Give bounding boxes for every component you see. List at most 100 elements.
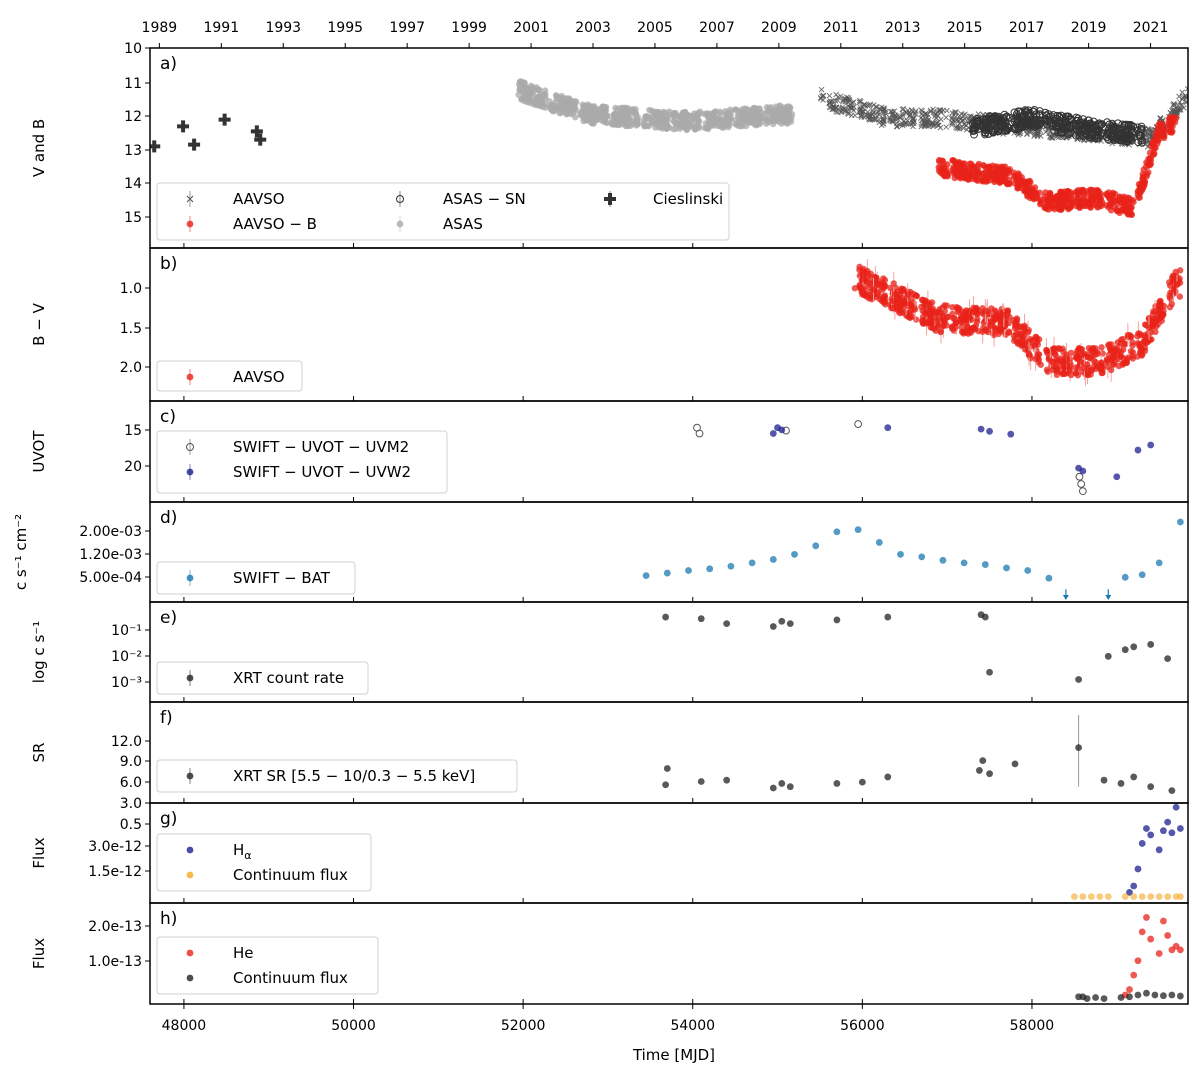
data-point [844, 96, 850, 103]
data-point [1098, 201, 1106, 208]
data-point [567, 102, 574, 110]
panel-c-legend: SWIFT − UVOT − UVM2 SWIFT − UVOT − UVW2 [156, 430, 448, 494]
data-point [1137, 181, 1144, 189]
data-point [622, 122, 630, 130]
data-point [1168, 300, 1175, 308]
data-point [966, 169, 973, 176]
data-point [1176, 992, 1184, 1000]
year-tick-label: 2009 [761, 20, 797, 36]
data-point [706, 117, 714, 125]
data-point [980, 126, 989, 134]
data-point [1134, 332, 1141, 340]
y-tick-label: 11 [124, 76, 142, 92]
data-point [1096, 893, 1104, 901]
data-point [723, 776, 731, 784]
y-tick-label: 1.5 [120, 321, 142, 337]
year-tick-label: 2003 [575, 20, 611, 36]
data-point [887, 284, 894, 292]
data-point [1096, 195, 1104, 202]
data-point [870, 286, 877, 293]
data-point [537, 95, 545, 103]
data-point [521, 79, 528, 87]
data-point [1168, 991, 1176, 999]
data-point [1103, 118, 1111, 127]
data-point [854, 526, 862, 534]
data-point [1017, 116, 1026, 125]
data-point [884, 424, 892, 432]
data-point [626, 118, 633, 126]
year-tick-label: 2005 [637, 20, 673, 36]
data-point [589, 120, 596, 127]
data-point [529, 84, 536, 91]
data-point [1126, 986, 1133, 993]
panel-f-legend: XRT SR [5.5 − 10/0.3 − 5.5 keV] [156, 759, 518, 793]
data-point [910, 115, 916, 121]
data-point [1070, 893, 1078, 901]
data-point [1075, 122, 1084, 131]
data-point [940, 317, 947, 324]
data-point [516, 79, 524, 87]
data-point [980, 324, 987, 332]
data-point [942, 165, 950, 173]
data-point [749, 115, 756, 123]
panel-e-data [662, 611, 1172, 683]
data-point [882, 301, 889, 308]
panel-a-data [150, 78, 1188, 219]
data-point [1138, 840, 1146, 847]
data-point [1091, 351, 1099, 359]
data-point [1118, 134, 1126, 143]
data-point [1088, 187, 1095, 194]
data-point [1134, 865, 1142, 873]
data-point [950, 168, 957, 175]
data-point [1105, 120, 1114, 129]
data-point [1122, 202, 1129, 210]
data-point [1147, 641, 1155, 648]
data-point [1074, 194, 1081, 202]
data-point [981, 613, 989, 621]
data-point [662, 116, 670, 124]
panel-b-frame [149, 247, 1189, 402]
data-point [970, 166, 978, 173]
data-point [941, 171, 949, 179]
y-tick-label: 3.0e-12 [88, 839, 142, 855]
data-point [1152, 133, 1159, 140]
year-tick-label: 2019 [1071, 20, 1107, 36]
data-point [973, 308, 980, 315]
data-point [956, 126, 963, 132]
year-tick-label: 1991 [203, 20, 239, 36]
data-point [1048, 134, 1055, 141]
data-point [551, 107, 559, 114]
panel-d-ylabel: c s⁻¹ cm⁻² [12, 514, 30, 590]
data-point [846, 96, 853, 103]
data-point [1128, 129, 1136, 137]
data-point [998, 116, 1007, 125]
data-point [918, 121, 925, 128]
data-point [858, 114, 865, 120]
data-point [1172, 268, 1179, 276]
y-tick-label: 15 [124, 210, 142, 226]
data-point [768, 104, 775, 111]
data-point [934, 323, 942, 330]
data-point [839, 106, 846, 113]
data-point [1147, 783, 1155, 791]
data-point [534, 86, 542, 93]
data-point [1013, 177, 1020, 184]
data-point [993, 127, 1002, 136]
data-point [1134, 340, 1142, 347]
data-point [1011, 325, 1019, 332]
data-point [1121, 646, 1129, 654]
panel-h-ylabel: Flux [30, 938, 48, 969]
y-tick-label: 13 [124, 143, 142, 159]
legend-label: Cieslinski [653, 190, 723, 208]
data-point [954, 304, 962, 312]
data-point [1063, 194, 1070, 202]
data-point [1037, 361, 1044, 368]
legend-marker [186, 846, 194, 854]
data-point [1149, 138, 1157, 146]
data-point [1147, 831, 1155, 839]
data-point [912, 108, 919, 114]
data-point [600, 103, 607, 110]
data-point [906, 300, 914, 308]
data-point [1065, 122, 1074, 131]
